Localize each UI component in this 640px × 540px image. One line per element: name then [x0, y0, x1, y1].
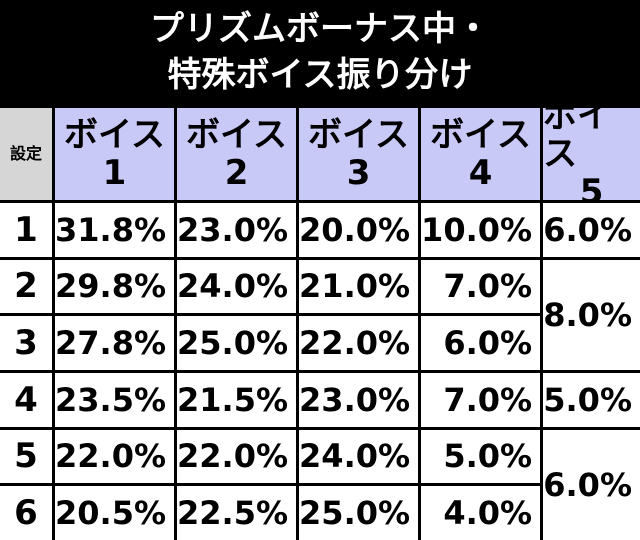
value-cell: 5.0%	[543, 373, 640, 427]
header-text: ボイス	[430, 115, 532, 155]
value-cell: 25.0%	[299, 486, 419, 540]
header-cell: ボイス 5	[543, 97, 640, 211]
value-cell: 29.8%	[55, 259, 175, 314]
value-cell: 4.0%	[421, 486, 541, 540]
setting-cell: 5	[0, 429, 52, 484]
value-cell: 20.5%	[55, 486, 175, 540]
setting-cell: 3	[0, 316, 52, 370]
header-cell: ボイス 1	[55, 108, 175, 200]
header-cell: 設定	[0, 108, 52, 200]
value-cell: 7.0%	[421, 259, 541, 314]
value-cell: 22.0%	[177, 429, 297, 484]
value-cell: 22.0%	[55, 429, 175, 484]
value-cell: 27.8%	[55, 316, 175, 370]
value-cell: 25.0%	[177, 316, 297, 370]
value-cell: 21.0%	[299, 259, 419, 314]
table: 設定 ボイス 1 ボイス 2 ボイス 3 ボイス 4 ボイス 5 1 31.8% 23.0% 20.0% 10…	[0, 97, 640, 540]
value-cell: 8.0%	[543, 259, 640, 370]
header-text: ボイス	[186, 115, 288, 155]
header-text: ボイス	[64, 115, 165, 155]
value-cell: 23.0%	[299, 373, 419, 427]
setting-cell: 4	[0, 373, 52, 427]
header-text: 3	[346, 153, 371, 193]
value-cell: 7.0%	[421, 373, 541, 427]
setting-cell: 1	[0, 203, 52, 257]
title: プリズムボーナス中・ 特殊ボイス振り分け	[0, 0, 640, 105]
title-line: プリズムボーナス中・	[150, 9, 490, 49]
setting-cell: 2	[0, 259, 52, 314]
value-cell: 6.0%	[543, 429, 640, 540]
header-cell: ボイス 2	[177, 108, 297, 200]
value-cell: 5.0%	[421, 429, 541, 484]
header-cell: ボイス 4	[421, 108, 541, 200]
value-cell: 21.5%	[177, 373, 297, 427]
header-text: 4	[468, 153, 493, 193]
header-cell: ボイス 3	[299, 108, 419, 200]
header-text: ボイス	[543, 96, 612, 174]
value-cell: 6.0%	[543, 203, 640, 257]
value-cell: 20.0%	[299, 203, 419, 257]
value-cell: 22.5%	[177, 486, 297, 540]
value-cell: 10.0%	[421, 203, 541, 257]
title-line: 特殊ボイス振り分け	[167, 55, 473, 95]
header-text: ボイス	[308, 115, 410, 155]
value-cell: 22.0%	[299, 316, 419, 370]
value-cell: 31.8%	[55, 203, 175, 257]
value-cell: 23.0%	[177, 203, 297, 257]
value-cell: 24.0%	[177, 259, 297, 314]
header-text: 5	[579, 172, 604, 212]
header-text: 設定	[9, 144, 42, 163]
setting-cell: 6	[0, 486, 52, 540]
value-cell: 24.0%	[299, 429, 419, 484]
value-cell: 23.5%	[55, 373, 175, 427]
value-cell: 6.0%	[421, 316, 541, 370]
header-text: 1	[102, 153, 127, 193]
header-text: 2	[224, 153, 249, 193]
